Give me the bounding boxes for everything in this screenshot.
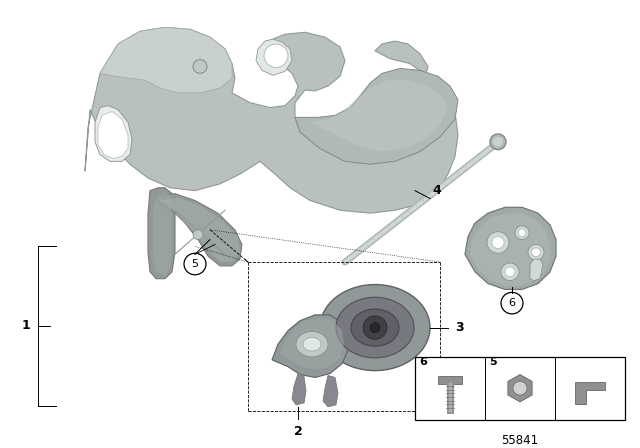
Circle shape <box>505 267 515 277</box>
Polygon shape <box>575 382 605 404</box>
Circle shape <box>184 253 206 275</box>
Circle shape <box>193 230 203 240</box>
Circle shape <box>532 248 540 257</box>
Text: 1: 1 <box>22 319 30 332</box>
Polygon shape <box>148 188 175 279</box>
Text: 4: 4 <box>432 184 441 197</box>
Text: 6: 6 <box>419 357 427 367</box>
Polygon shape <box>438 376 462 384</box>
Circle shape <box>515 226 529 240</box>
Polygon shape <box>508 375 532 402</box>
Polygon shape <box>292 374 306 405</box>
Polygon shape <box>100 27 232 93</box>
Text: 5: 5 <box>489 357 497 367</box>
Circle shape <box>487 232 509 253</box>
Text: 6: 6 <box>509 298 515 308</box>
Circle shape <box>264 44 288 68</box>
Polygon shape <box>530 259 543 280</box>
Circle shape <box>501 293 523 314</box>
Circle shape <box>513 381 527 395</box>
Polygon shape <box>323 375 338 407</box>
Circle shape <box>501 263 519 280</box>
Ellipse shape <box>303 337 321 351</box>
Text: 2: 2 <box>294 425 302 438</box>
Circle shape <box>490 134 506 150</box>
Polygon shape <box>295 69 458 164</box>
Polygon shape <box>160 198 240 262</box>
Polygon shape <box>470 213 550 285</box>
Text: 5: 5 <box>191 259 198 269</box>
Polygon shape <box>256 39 292 75</box>
Polygon shape <box>272 315 348 378</box>
Ellipse shape <box>320 284 430 370</box>
Polygon shape <box>85 27 458 213</box>
Circle shape <box>493 137 503 146</box>
Polygon shape <box>153 192 172 276</box>
Polygon shape <box>155 194 242 266</box>
Ellipse shape <box>336 297 414 358</box>
Circle shape <box>518 229 526 237</box>
Circle shape <box>193 60 207 73</box>
Polygon shape <box>280 318 344 370</box>
Polygon shape <box>310 80 448 151</box>
Circle shape <box>370 323 380 332</box>
Polygon shape <box>95 106 132 161</box>
Polygon shape <box>98 112 128 159</box>
Polygon shape <box>465 207 556 289</box>
Polygon shape <box>415 357 625 421</box>
Text: 3: 3 <box>455 321 463 334</box>
Ellipse shape <box>296 332 328 357</box>
Ellipse shape <box>351 309 399 346</box>
Circle shape <box>492 237 504 249</box>
Circle shape <box>528 245 544 260</box>
Circle shape <box>363 316 387 339</box>
Text: 55841: 55841 <box>501 434 539 447</box>
